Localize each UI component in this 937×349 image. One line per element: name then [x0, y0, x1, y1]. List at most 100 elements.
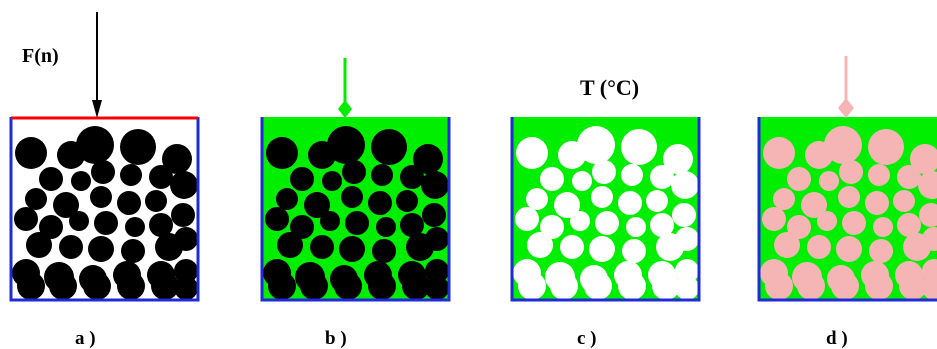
particle: [591, 186, 613, 208]
particle: [39, 215, 63, 239]
particle: [162, 144, 192, 174]
particle: [554, 192, 580, 218]
particle: [171, 203, 195, 227]
particle: [90, 186, 112, 208]
force-label: F(n): [22, 45, 59, 67]
particle: [869, 239, 893, 263]
particle: [371, 164, 393, 186]
particle: [342, 160, 366, 184]
particle: [76, 126, 114, 164]
particle: [53, 192, 79, 218]
particle: [304, 192, 330, 218]
particle: [618, 272, 646, 300]
particle: [125, 217, 145, 237]
particle: [763, 137, 795, 169]
particle: [322, 171, 342, 191]
particle: [17, 272, 45, 300]
particle: [368, 272, 396, 300]
particle: [868, 164, 890, 186]
particle: [540, 167, 564, 191]
particle: [922, 276, 937, 300]
particle: [817, 211, 837, 231]
particle: [83, 272, 111, 300]
particle: [421, 171, 449, 199]
particle: [341, 186, 363, 208]
particle: [516, 137, 548, 169]
panel-d-container: [757, 117, 937, 302]
particle: [675, 259, 699, 283]
particle: [413, 144, 443, 174]
particle: [919, 203, 937, 227]
particle: [650, 165, 674, 189]
particle: [868, 129, 904, 165]
particle: [120, 129, 156, 165]
particle: [515, 207, 539, 231]
particle: [831, 272, 859, 300]
particle: [14, 207, 38, 231]
particle: [327, 126, 365, 164]
particle: [801, 192, 827, 218]
particle: [422, 203, 446, 227]
particle: [265, 207, 289, 231]
particle: [560, 235, 584, 259]
particle: [824, 126, 862, 164]
panel-label-b: b ): [325, 328, 347, 349]
particle: [88, 236, 114, 262]
particle: [151, 272, 179, 300]
particle: [174, 276, 198, 300]
particle: [621, 164, 643, 186]
particle: [425, 259, 449, 283]
particle: [577, 126, 615, 164]
particle: [425, 276, 449, 300]
particle: [372, 239, 396, 263]
pink-indicator-diamond: [838, 98, 854, 118]
particle: [277, 232, 303, 258]
particle: [675, 227, 699, 251]
particle: [774, 232, 800, 258]
particle: [646, 190, 668, 212]
particle: [518, 272, 546, 300]
particle: [117, 272, 145, 300]
particle: [787, 215, 811, 239]
particle: [290, 215, 314, 239]
particle: [26, 232, 52, 258]
particle: [71, 171, 91, 191]
particle: [838, 186, 860, 208]
panel-c-container: [510, 117, 701, 302]
particle: [117, 191, 141, 215]
particle: [371, 129, 407, 165]
panel-b: [260, 117, 451, 302]
particle: [671, 171, 699, 199]
particle: [300, 272, 328, 300]
particle: [174, 259, 198, 283]
particle: [91, 160, 115, 184]
particle: [396, 190, 418, 212]
particle: [910, 144, 937, 174]
particle: [819, 171, 839, 191]
particle: [149, 165, 173, 189]
particle: [787, 167, 811, 191]
particle: [897, 213, 921, 237]
particle: [15, 137, 47, 169]
panel-label-c: c ): [577, 328, 597, 349]
force-arrow-head: [92, 100, 102, 118]
particle: [266, 137, 298, 169]
particle: [400, 213, 424, 237]
particle: [652, 272, 680, 300]
particle: [807, 235, 831, 259]
particle: [773, 188, 795, 210]
particle: [865, 272, 893, 300]
panel-a-container: [9, 117, 200, 302]
particle: [268, 272, 296, 300]
panel-b-container: [260, 117, 451, 302]
particle: [540, 215, 564, 239]
particle: [59, 235, 83, 259]
particle: [174, 227, 198, 251]
particle: [145, 190, 167, 212]
particle: [595, 211, 619, 235]
particle: [672, 203, 696, 227]
particle: [402, 272, 430, 300]
particle: [922, 227, 937, 251]
particle: [663, 144, 693, 174]
